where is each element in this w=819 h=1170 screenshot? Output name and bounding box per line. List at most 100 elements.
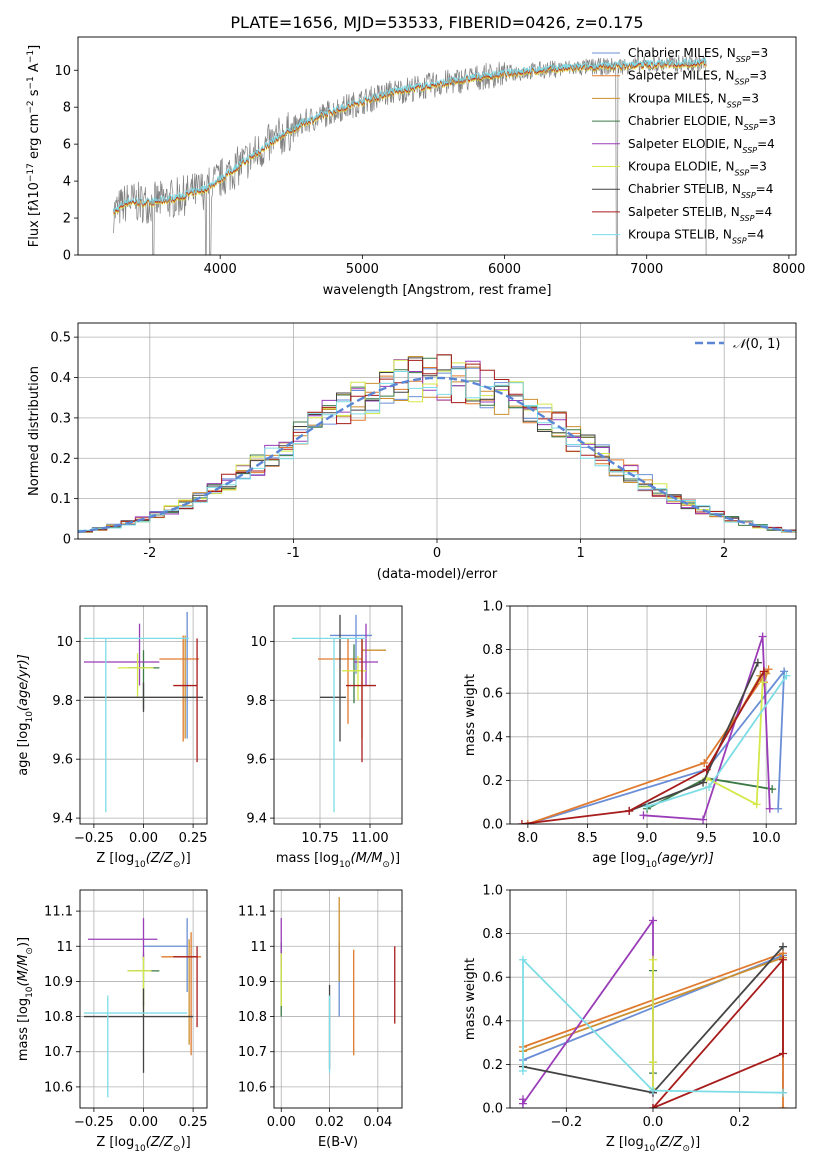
mass-weight-line [643,636,771,821]
mass-weight-marker [753,658,762,667]
y-tick-label: 9.6 [246,753,267,768]
x-tick-label: 10.0 [752,831,781,846]
y-tick-label: 0.2 [50,452,71,467]
y-tick-label: 11.1 [238,905,267,920]
y-tick-label: 0.6 [482,687,503,702]
mass-weight-marker [780,667,789,676]
massweight_vs_Z-panel: −0.2 0.0 0.2 0.0 0.2 0.4 0.6 0.8 1.0 Z [log10(Z/Z… [463,884,797,1154]
y-tick-label: 10 [250,635,267,650]
mass-weight-marker [779,1049,787,1058]
y-tick-label: 10 [56,635,73,650]
legend-label: Chabrier ELODIE, NSSP=3 [628,114,776,132]
mass-weight-line [522,957,784,1094]
age_vs_mass-panel: 10.75 11.00 9.4 9.6 9.8 10 mass [log10(M/M⊙)] [246,605,403,870]
axes-frame: −0.25 0.00 0.25 10.6 10.7 10.8 10.9 11 11.1 Z [lo… [16,889,208,1154]
axes-frame: 10.75 11.00 9.4 9.6 9.8 10 mass [log10(M/M⊙)] [246,605,403,870]
mass-weight-marker [523,820,532,824]
axes-border [77,322,797,540]
y-tick-label: 10.9 [238,975,267,990]
mass-weight-marker [700,758,709,767]
spectrum-legend: Chabrier MILES, NSSP=3 Salpeter MILES, NS… [592,46,776,245]
spectrum-panel: 4000 5000 6000 7000 8000 0 2 4 6 8 10 wavelength [A… [26,36,805,298]
mass-weight-marker [519,955,527,964]
legend-label: Chabrier MILES, NSSP=3 [628,46,768,64]
y-axis-label: Normed distribution [27,366,42,496]
normal-curve [78,376,796,534]
mass-weight-marker [649,1086,657,1095]
age_vs_Z-panel: −0.25 0.00 0.25 9.4 9.6 9.8 10 Z [log10(Z/Z⊙)] a… [16,605,208,870]
y-tick-label: 4 [63,175,71,190]
y-tick-label: 11.1 [44,905,73,920]
y-tick-label: 0 [63,533,71,548]
x-tick-label: 0.0 [643,1115,664,1130]
plot-area [280,897,396,1073]
x-tick-label: 0.00 [267,1115,296,1130]
y-axis-label: Flux [fλ10−17 erg cm−2 s−1 A−1] [26,45,42,247]
y-tick-label: 0.4 [482,1014,503,1029]
x-axis-label: E(B-V) [318,1135,358,1150]
mass-weight-marker [705,782,714,791]
axes-border [509,605,797,825]
mass-weight-marker [625,806,634,815]
y-tick-label: 0.4 [50,371,71,386]
axes-frame: −0.25 0.00 0.25 9.4 9.6 9.8 10 Z [log10(Z/Z⊙)] a… [16,605,208,870]
x-axis-label: wavelength [Angstrom, rest frame] [323,283,552,298]
y-tick-label: 9.8 [52,694,73,709]
mass-weight-marker [649,916,657,925]
x-tick-label: 0.00 [129,1115,158,1130]
y-tick-label: 0.1 [50,492,71,507]
y-tick-label: 10 [54,64,71,79]
mass-weight-marker [699,815,708,824]
legend-label: Chabrier STELIB, NSSP=4 [628,182,773,200]
x-tick-label: −0.25 [74,1115,114,1130]
y-tick-label: 0.3 [50,411,71,426]
axes-frame: 8.0 8.5 9.0 9.5 10.0 0.0 0.2 0.4 0.6 0.8 1.0 age [l… [463,600,797,870]
y-tick-label: 0.5 [50,331,71,346]
histogram-step [78,354,796,533]
plot-area [292,614,386,813]
x-tick-label: 8000 [772,262,805,277]
y-tick-label: 1.0 [482,600,503,615]
mass-weight-marker [765,804,774,813]
x-tick-label: 5000 [346,262,379,277]
y-tick-label: 0.0 [482,1102,503,1117]
axes-border [79,889,208,1109]
y-tick-label: 0.2 [482,1058,503,1073]
mass-weight-marker [779,955,787,964]
y-axis-label: mass [log10(M/M⊙)] [16,937,35,1061]
x-tick-label: -1 [287,546,300,561]
y-tick-label: 11 [56,940,73,955]
x-tick-label: 8.5 [577,831,598,846]
axes-border [273,889,403,1109]
y-tick-label: 9.4 [246,812,267,827]
plot-area [517,632,791,824]
x-tick-label: 0.00 [129,831,158,846]
mass-weight-marker [779,1088,787,1097]
axes-border [273,605,403,825]
axes-frame: -2 -1 0 1 2 0 0.1 0.2 0.3 0.4 0.5 (data-model)/erro… [27,322,797,582]
y-tick-label: 0.2 [482,774,503,789]
massweight_vs_age-panel: 8.0 8.5 9.0 9.5 10.0 0.0 0.2 0.4 0.6 0.8 1.0 age [l… [463,600,797,870]
y-tick-label: 0.0 [482,818,503,833]
mass-weight-marker [752,800,761,809]
axes-border [79,605,208,825]
legend-label: Kroupa MILES, NSSP=3 [628,91,759,109]
x-axis-label: Z [log10(Z/Z⊙)] [96,851,190,870]
y-tick-label: 10.7 [44,1045,73,1060]
legend-label: Kroupa ELODIE, NSSP=3 [628,160,767,178]
axes-frame: −0.2 0.0 0.2 0.0 0.2 0.4 0.6 0.8 1.0 Z [log10(Z/Z… [463,884,797,1154]
mass-weight-marker [779,1104,787,1108]
histogram-step [78,368,796,533]
x-tick-label: 0.02 [315,1115,344,1130]
y-tick-label: 9.8 [246,694,267,709]
mass_vs_ebv-panel: 0.00 0.02 0.04 10.6 10.7 10.8 10.9 11 11.1 E(B-V) [238,889,403,1150]
x-axis-label: Z [log10(Z/Z⊙)] [96,1135,190,1154]
x-tick-label: 6000 [488,262,521,277]
mass-weight-marker [649,955,657,964]
legend-label: Salpeter ELODIE, NSSP=4 [628,137,775,155]
x-tick-label: -2 [143,546,156,561]
x-tick-label: 9.5 [696,831,717,846]
x-tick-label: 1 [576,546,584,561]
mass-weight-line [521,670,765,824]
x-tick-label: −0.25 [74,831,114,846]
